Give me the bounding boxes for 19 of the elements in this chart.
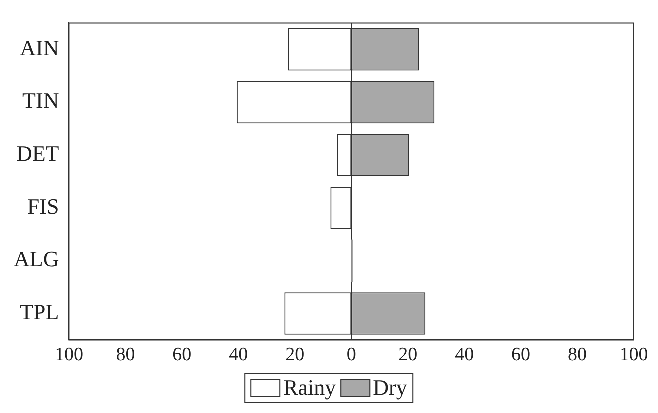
y-tick-label: DET bbox=[16, 141, 60, 166]
y-tick-label: TPL bbox=[20, 300, 60, 325]
x-tick-label: 100 bbox=[620, 344, 648, 366]
y-tick-label: AIN bbox=[20, 35, 60, 60]
x-tick-label: 40 bbox=[455, 344, 474, 366]
x-tick-label: 20 bbox=[398, 344, 418, 366]
x-tick-label: 0 bbox=[346, 344, 356, 366]
x-tick-label: 60 bbox=[512, 344, 531, 366]
y-tick-label: FIS bbox=[27, 194, 60, 219]
x-tick-label: 40 bbox=[229, 344, 248, 366]
x-tick-label: 100 bbox=[54, 344, 84, 366]
x-tick-label: 80 bbox=[568, 344, 588, 366]
y-tick-label: ALG bbox=[14, 246, 60, 272]
x-tick-label: 20 bbox=[286, 344, 305, 366]
legend-label: Dry bbox=[373, 375, 408, 401]
x-tick-label: 60 bbox=[172, 344, 192, 366]
x-tick-label: 80 bbox=[116, 344, 136, 366]
series-label: Rainy bbox=[284, 375, 336, 401]
y-tick-label: TIN bbox=[22, 88, 60, 114]
